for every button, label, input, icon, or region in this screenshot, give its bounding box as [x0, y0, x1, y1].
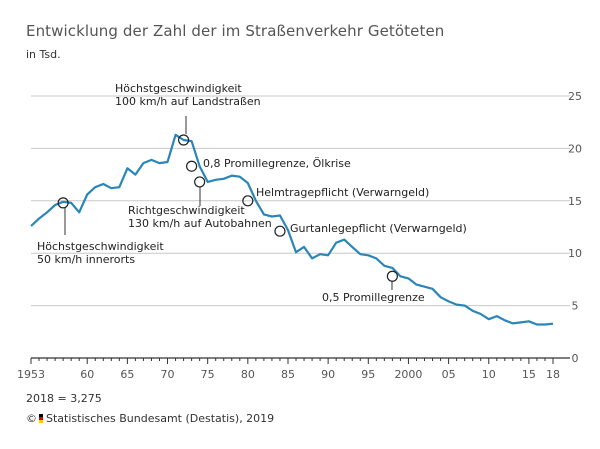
chart-unit-label: in Tsd.: [26, 48, 61, 61]
footnote: 2018 = 3,275: [26, 392, 102, 405]
y-tick-label-0: 0: [572, 352, 579, 365]
x-tick-label-2018: 18: [546, 368, 560, 381]
x-tick-label-2015: 15: [522, 368, 536, 381]
x-tick-label-1970: 70: [161, 368, 175, 381]
x-tick-label-1975: 75: [201, 368, 215, 381]
annotation-marker-1957: [57, 197, 69, 209]
x-tick-label-1953: 1953: [17, 368, 45, 381]
annotation-label-1980-line-1: Helmtragepflicht (Verwarngeld): [256, 186, 429, 199]
x-tick-label-2010: 10: [482, 368, 496, 381]
y-tick-label-10: 10: [568, 247, 582, 260]
annotation-marker-1973: [186, 160, 198, 172]
y-tick-label-25: 25: [568, 90, 582, 103]
x-tick-label-2000: 2000: [394, 368, 422, 381]
annotation-label-1984-line-1: Gurtanlegepflicht (Verwarngeld): [290, 222, 467, 235]
annotation-label-1974-line-1: Richtgeschwindigkeit: [128, 204, 245, 217]
x-tick-label-1985: 85: [281, 368, 295, 381]
x-tick-label-1990: 90: [321, 368, 335, 381]
series-line-killed: [30, 133, 554, 326]
annotation-marker-1980: [242, 195, 254, 207]
annotation-label-1957-line-2: 50 km/h innerorts: [37, 253, 135, 266]
annotation-label-1998-line-1: 0,5 Promillegrenze: [322, 291, 425, 304]
annotation-marker-1998: [386, 270, 398, 282]
chart-title: Entwicklung der Zahl der im Straßenverke…: [26, 22, 445, 40]
y-tick-label-20: 20: [568, 142, 582, 155]
x-tick-label-1995: 95: [361, 368, 375, 381]
annotation-marker-1972: [177, 134, 190, 146]
annotation-label-1972-line-1: Höchstgeschwindigkeit: [115, 82, 242, 95]
destatis-flag-icon: [39, 414, 43, 423]
source-line: © Statistisches Bundesamt (Destatis), 201…: [26, 412, 274, 425]
y-tick-label-15: 15: [568, 195, 582, 208]
annotation-label-1974-line-2: 130 km/h auf Autobahnen: [128, 217, 272, 230]
copyright-symbol: ©: [26, 412, 37, 425]
x-tick-label-1960: 60: [80, 368, 94, 381]
annotation-marker-1984: [274, 225, 286, 237]
source-text: Statistisches Bundesamt (Destatis), 2019: [46, 412, 275, 425]
x-tick-label-1980: 80: [241, 368, 255, 381]
x-tick-label-1965: 65: [120, 368, 134, 381]
annotation-marker-1974: [194, 176, 206, 188]
y-tick-label-5: 5: [572, 300, 579, 313]
annotation-label-1972-line-2: 100 km/h auf Landstraßen: [115, 95, 261, 108]
annotation-label-1957-line-1: Höchstgeschwindigkeit: [37, 240, 164, 253]
x-tick-label-2005: 05: [442, 368, 456, 381]
annotation-label-1973-line-1: 0,8 Promillegrenze, Ölkrise: [203, 157, 351, 170]
